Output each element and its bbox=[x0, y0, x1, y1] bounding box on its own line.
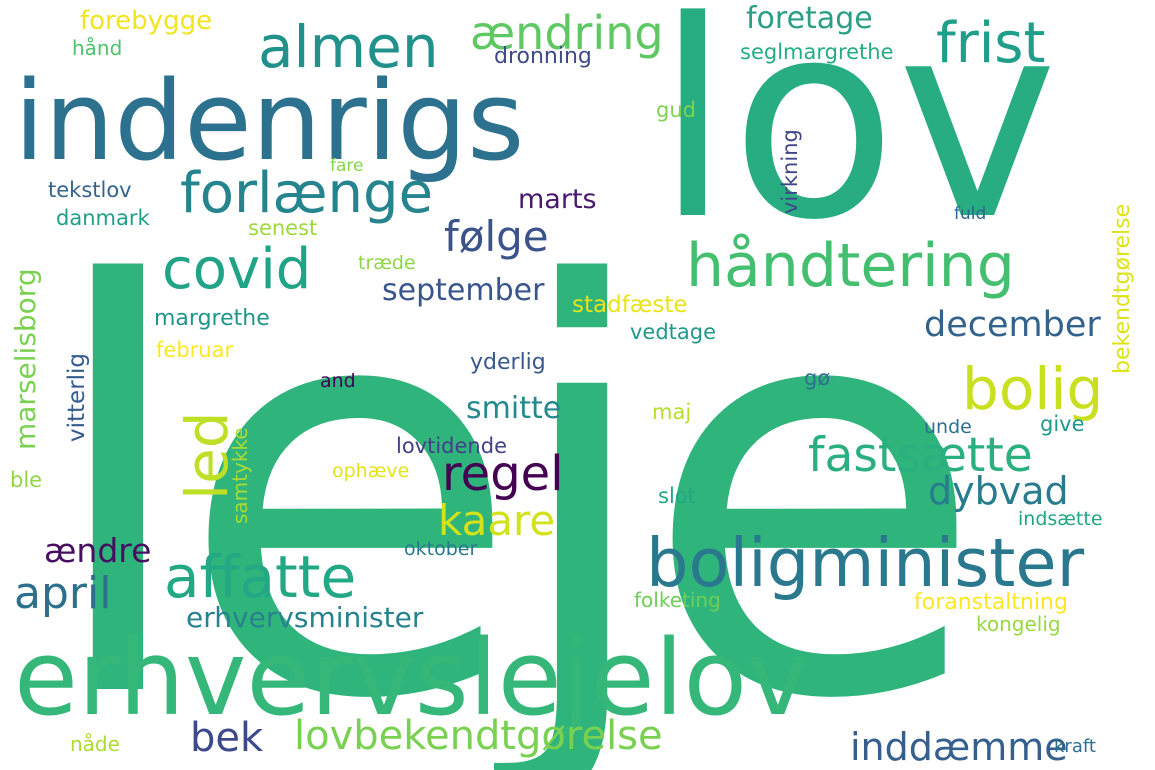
word: marts bbox=[518, 184, 597, 215]
word: stadfæste bbox=[572, 292, 688, 318]
word: marselisborg bbox=[9, 268, 42, 450]
word: smitte bbox=[466, 391, 562, 426]
word: senest bbox=[248, 216, 318, 240]
word: samtykke bbox=[228, 427, 252, 524]
word: folketing bbox=[634, 588, 721, 612]
word: leje bbox=[40, 170, 986, 770]
word: erhvervsminister bbox=[186, 601, 424, 634]
word: foretage bbox=[746, 1, 873, 36]
word: regel bbox=[442, 446, 564, 502]
word: kraft bbox=[1054, 736, 1096, 757]
word: gø bbox=[804, 366, 831, 390]
word: oktober bbox=[404, 538, 478, 560]
word: fuld bbox=[954, 204, 987, 224]
word: fare bbox=[330, 156, 364, 176]
word: tekstlov bbox=[48, 178, 132, 202]
word: virkning bbox=[778, 129, 802, 214]
word: boligminister bbox=[646, 524, 1085, 602]
word: unde bbox=[924, 416, 972, 438]
word: dybvad bbox=[928, 469, 1069, 513]
word: træde bbox=[358, 252, 416, 274]
word: and bbox=[320, 370, 356, 392]
word: lovtidende bbox=[396, 434, 507, 458]
word: ophæve bbox=[332, 460, 410, 482]
word: forebygge bbox=[80, 6, 213, 36]
word: september bbox=[382, 273, 545, 308]
word: lov bbox=[655, 0, 1058, 280]
word: hånd bbox=[72, 36, 123, 60]
word: håndtering bbox=[686, 231, 1015, 301]
word: danmark bbox=[56, 206, 150, 230]
word: maj bbox=[652, 400, 692, 424]
word: bolig bbox=[962, 355, 1104, 423]
word: indsætte bbox=[1018, 508, 1103, 530]
word: februar bbox=[156, 338, 234, 362]
word: seglmargrethe bbox=[740, 40, 894, 64]
word: gud bbox=[656, 98, 696, 122]
word: erhvervslejelov bbox=[14, 617, 809, 739]
word: ændring bbox=[470, 6, 664, 60]
word: bekendtgørelse bbox=[1110, 203, 1135, 374]
word: slot bbox=[658, 484, 696, 508]
word: foranstaltning bbox=[914, 590, 1068, 615]
word: ændre bbox=[44, 531, 152, 570]
word: fastsætte bbox=[808, 428, 1033, 483]
word: forlænge bbox=[180, 161, 434, 226]
word: følge bbox=[444, 212, 549, 261]
word: kongelig bbox=[976, 612, 1061, 636]
word: almen bbox=[258, 13, 439, 81]
word: lovbekendtgørelse bbox=[294, 713, 663, 759]
word: inddæmme bbox=[850, 725, 1068, 769]
word: give bbox=[1040, 412, 1085, 436]
word: dronning bbox=[494, 44, 592, 69]
word: frist bbox=[936, 11, 1046, 76]
word: bek bbox=[190, 715, 264, 761]
word: margrethe bbox=[154, 306, 270, 331]
word: affatte bbox=[164, 543, 357, 611]
word: ble bbox=[10, 468, 43, 492]
word: nåde bbox=[70, 732, 120, 756]
word: indenrigs bbox=[14, 57, 525, 185]
word: december bbox=[924, 305, 1101, 345]
word: covid bbox=[162, 237, 312, 302]
word: yderlig bbox=[470, 350, 546, 375]
word: vedtage bbox=[630, 320, 717, 344]
word: kaare bbox=[438, 496, 556, 545]
word: vitterlig bbox=[64, 352, 90, 442]
word: april bbox=[14, 568, 112, 619]
